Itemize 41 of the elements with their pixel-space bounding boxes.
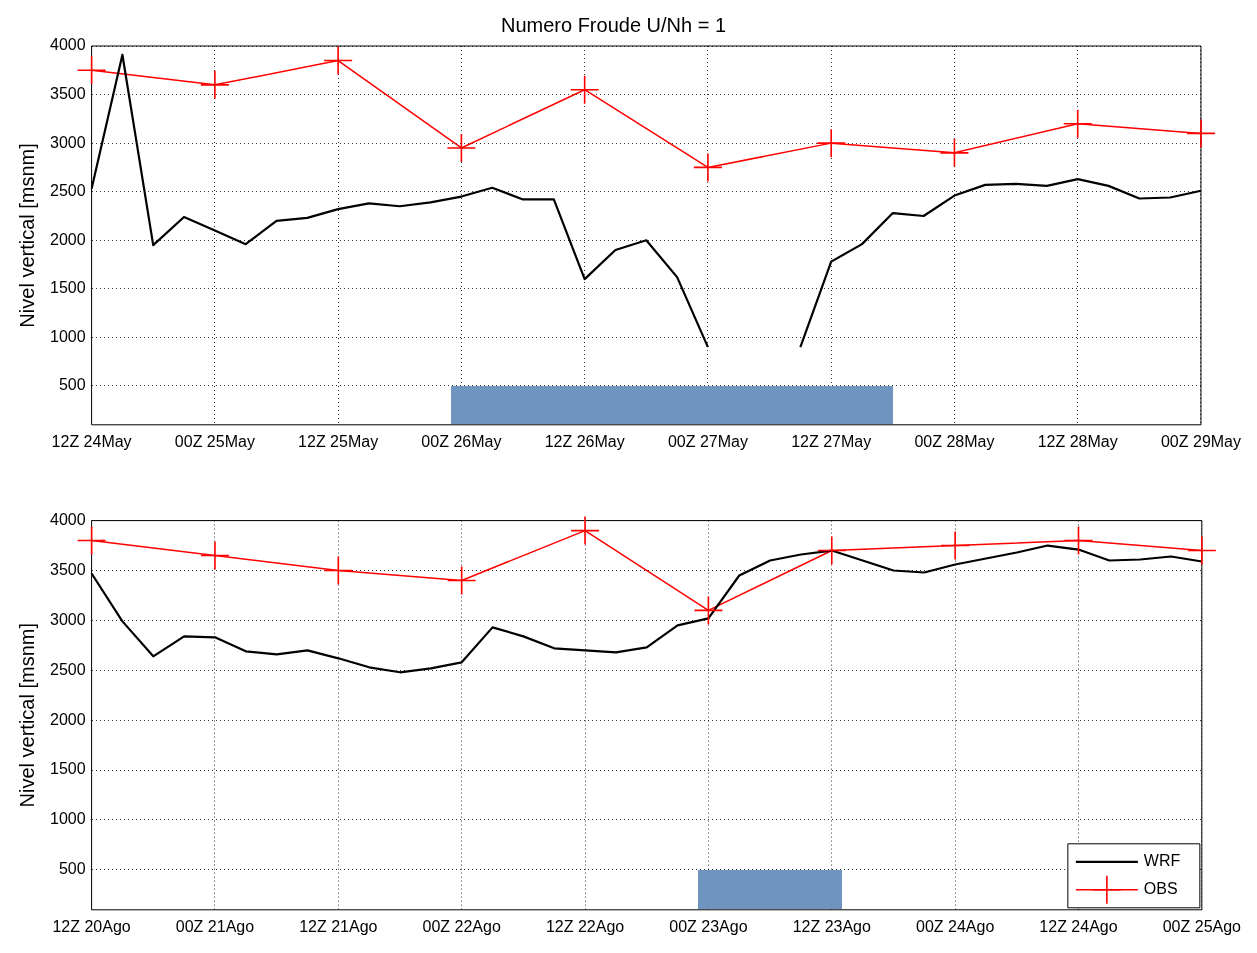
y-axis-title: Nivel vertical [msnm] — [15, 622, 38, 808]
x-tick-label: 12Z 28May — [1037, 432, 1118, 450]
x-tick-label: 00Z 28May — [914, 432, 995, 450]
x-tick-label: 12Z 22Ago — [545, 917, 625, 935]
x-tick-label: 00Z 29May — [1160, 432, 1241, 450]
x-tick-label: 00Z 26May — [421, 432, 502, 450]
x-tick-label: 12Z 24Ago — [1039, 917, 1118, 935]
y-tick-label: 500 — [58, 860, 86, 878]
x-tick-label: 00Z 21Ago — [175, 917, 255, 935]
y-tick-label: 3500 — [50, 560, 86, 578]
x-tick-label: 12Z 26May — [544, 432, 625, 450]
x-tick-label: 12Z 20Ago — [52, 917, 131, 935]
x-tick-label: 12Z 24May — [51, 432, 132, 450]
y-tick-label: 4000 — [50, 511, 86, 529]
x-tick-label: 00Z 23Ago — [669, 917, 748, 935]
y-tick-label: 1500 — [50, 279, 86, 297]
chart-title: Numero Froude U/Nh = 1 — [500, 13, 727, 36]
x-tick-label: 12Z 23Ago — [792, 917, 872, 935]
y-tick-label: 2000 — [50, 710, 86, 728]
y-tick-label: 2000 — [50, 230, 86, 248]
y-tick-label: 1500 — [50, 760, 86, 778]
x-tick-label: 12Z 21Ago — [299, 917, 378, 935]
y-tick-label: 3000 — [50, 133, 86, 151]
y-tick-label: 4000 — [50, 36, 86, 54]
y-tick-label: 1000 — [50, 327, 86, 345]
y-tick-label: 500 — [58, 376, 86, 394]
y-tick-label: 3500 — [50, 84, 86, 102]
y-tick-label: 2500 — [50, 660, 86, 678]
x-tick-label: 12Z 27May — [791, 432, 872, 450]
x-tick-label: 00Z 22Ago — [422, 917, 501, 935]
y-tick-label: 3000 — [50, 610, 86, 628]
y-tick-label: 1000 — [50, 810, 86, 828]
x-tick-label: 00Z 24Ago — [915, 917, 995, 935]
x-tick-label: 00Z 25May — [174, 432, 255, 450]
x-tick-label: 12Z 25May — [298, 432, 379, 450]
x-tick-label: 00Z 27May — [667, 432, 748, 450]
y-tick-label: 2500 — [50, 182, 86, 200]
legend-label: WRF — [1143, 852, 1181, 870]
legend-label: OBS — [1143, 880, 1178, 898]
y-axis-title: Nivel vertical [msnm] — [15, 143, 38, 328]
x-tick-label: 00Z 25Ago — [1162, 917, 1242, 935]
